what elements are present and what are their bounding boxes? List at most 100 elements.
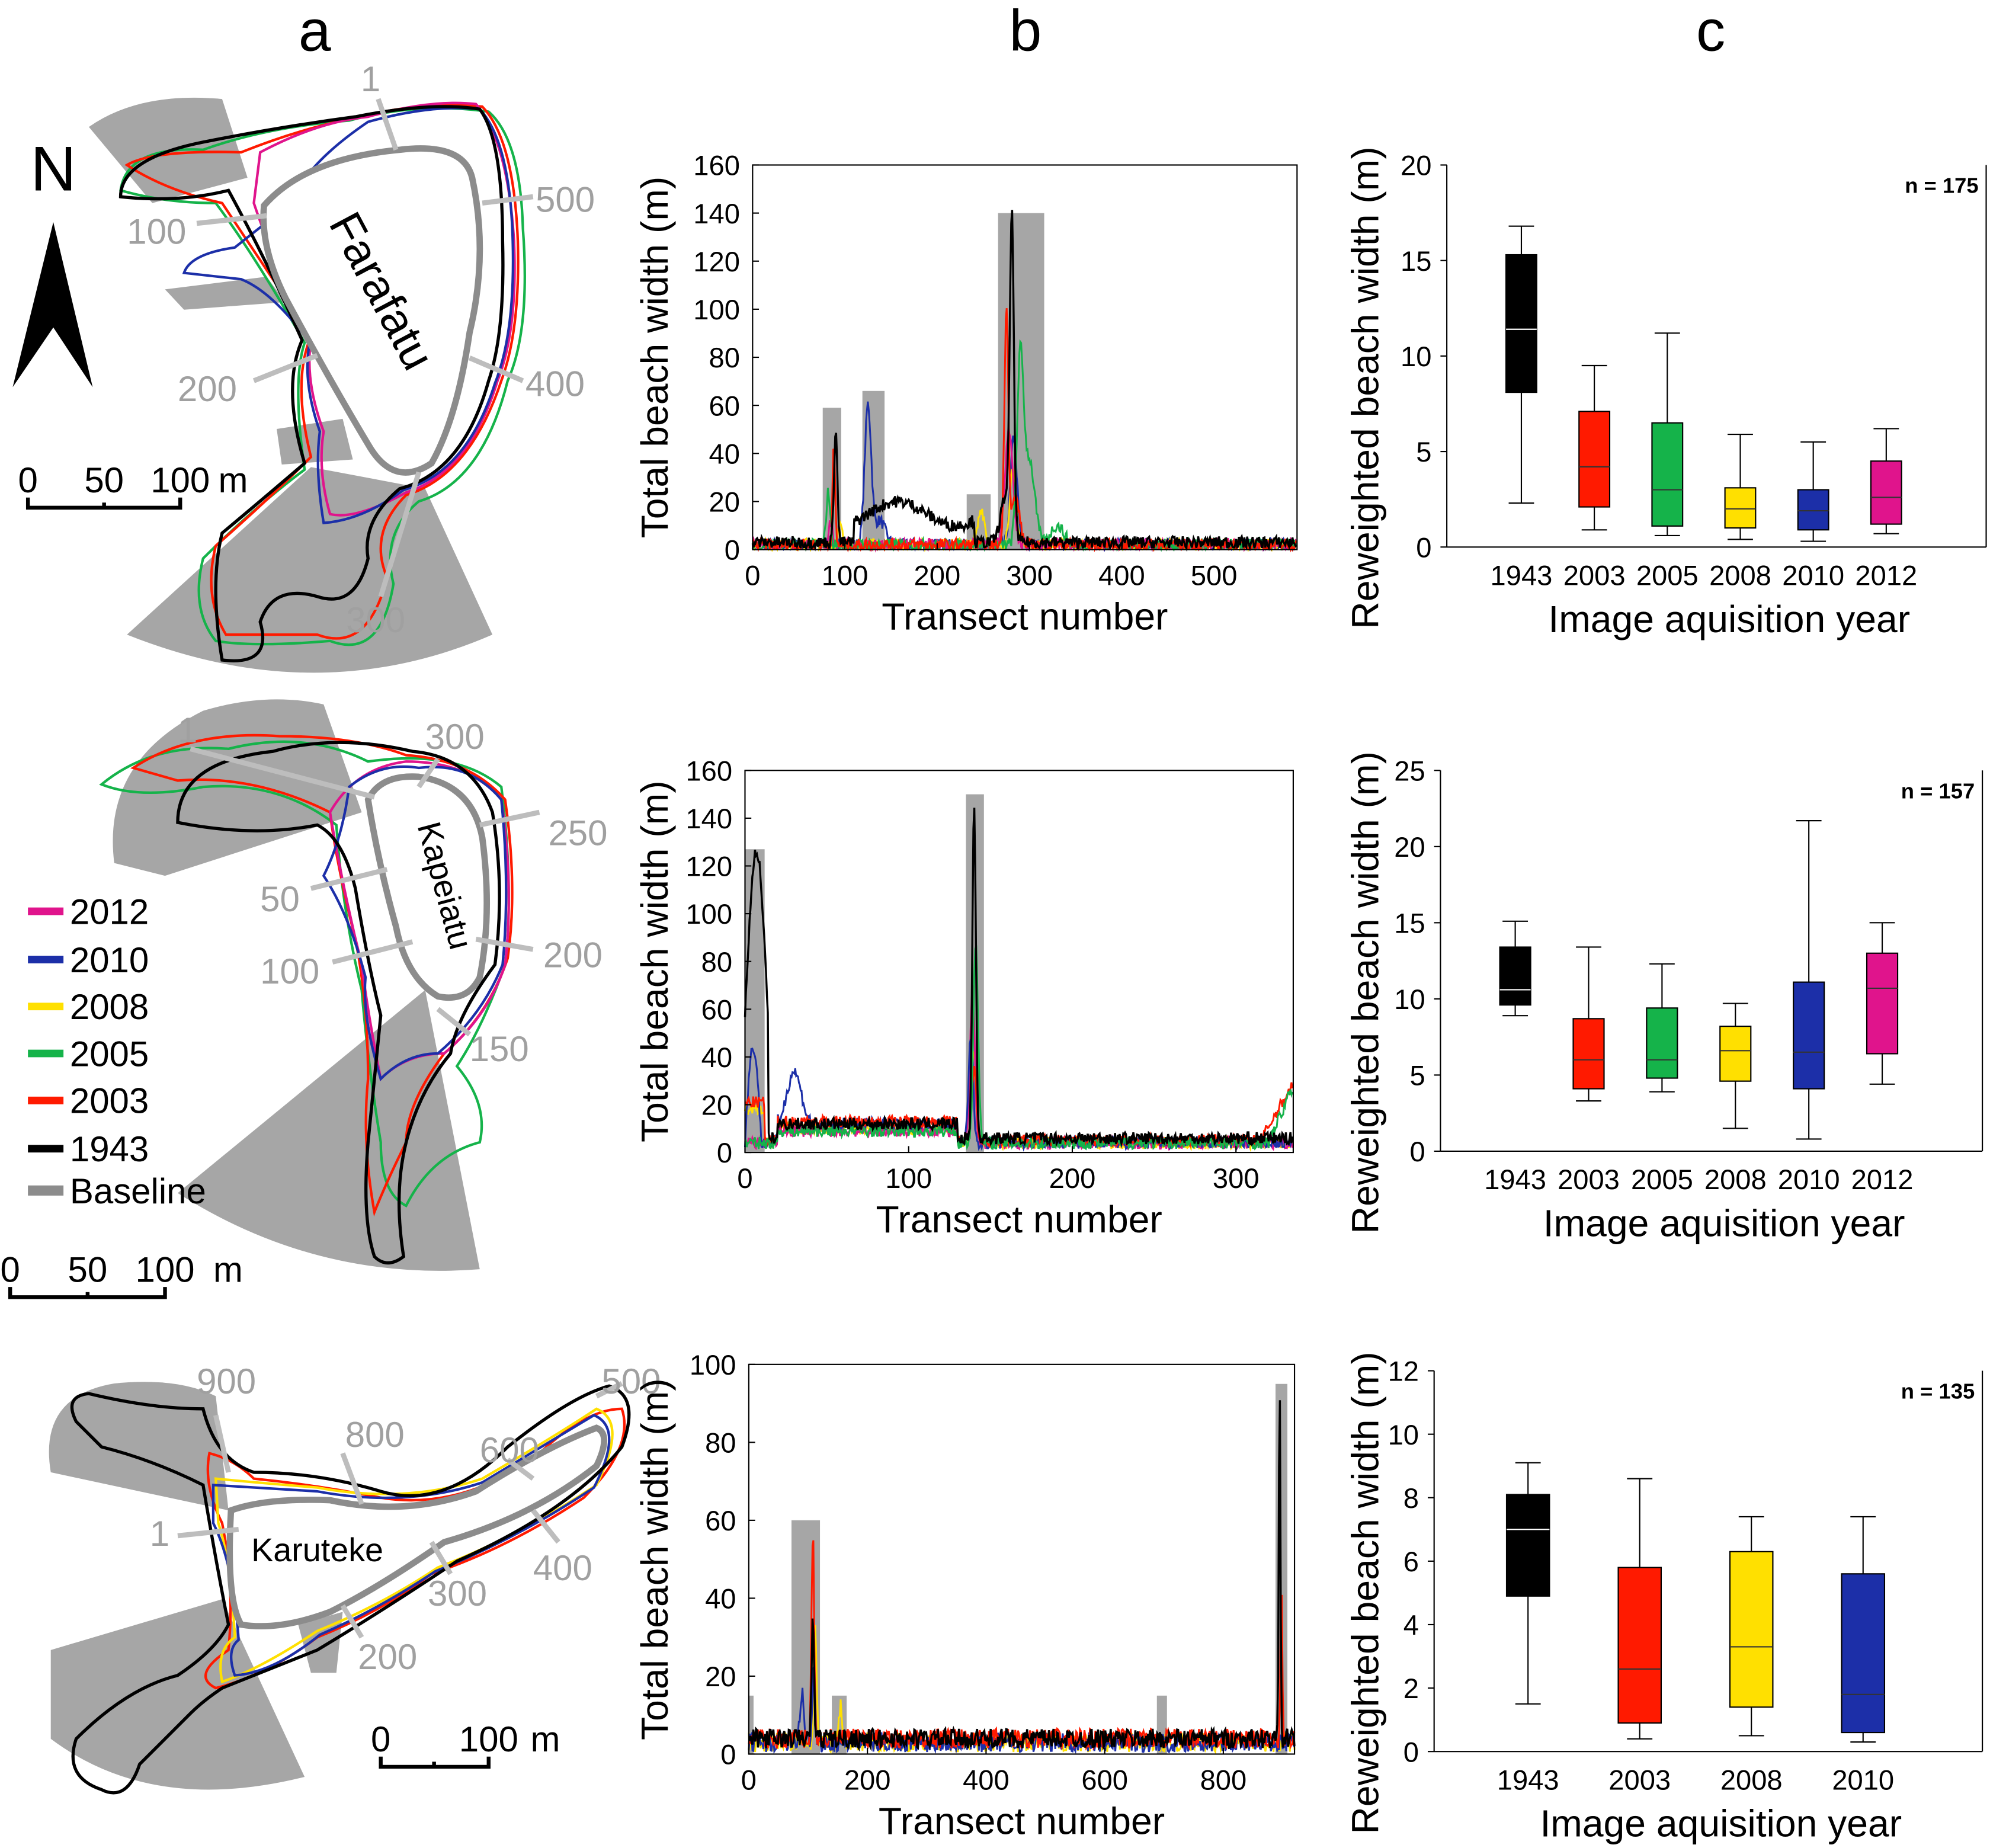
shoreline-1943 — [118, 105, 505, 662]
y-tick-label: 160 — [693, 150, 740, 181]
y-axis-label: Reweighted beach width (m) — [1344, 146, 1386, 629]
box-2003 — [1572, 1018, 1605, 1090]
chart-box-c3: 0 2 4 6 8 10 12 1943 2003 2008 2010 n = 135 Image aq… — [1344, 1351, 1983, 1845]
y-axis-label: Total beach width (m) — [633, 780, 676, 1142]
x-tick-label: 1943 — [1491, 560, 1553, 591]
transect-label: 500 — [601, 1362, 661, 1401]
island-label-karuteke: Karuteke — [251, 1532, 383, 1568]
transect-label: 1 — [361, 59, 380, 99]
box-2012 — [1866, 952, 1899, 1055]
y-tick-label: 140 — [693, 198, 740, 229]
y-tick-label: 120 — [685, 851, 732, 882]
svg-text:100: 100 — [150, 460, 210, 500]
transect-label: 150 — [470, 1029, 529, 1069]
transect-label: 100 — [260, 952, 319, 991]
transect-label: 200 — [178, 369, 237, 409]
box-1943 — [1499, 946, 1531, 1006]
y-tick-label: 0 — [1409, 1136, 1425, 1167]
sample-size-label: n = 135 — [1901, 1379, 1975, 1404]
y-tick-label: 0 — [1403, 1736, 1419, 1767]
scalebar-2: 0 50 100 m — [0, 1250, 243, 1299]
panel-letter-b: b — [1010, 0, 1042, 63]
transect-label: 600 — [480, 1430, 539, 1470]
y-tick-label: 20 — [709, 486, 740, 518]
x-tick-label: 300 — [1006, 560, 1053, 591]
series-line-2012 — [744, 985, 1293, 1152]
box-2010 — [1793, 981, 1825, 1090]
legend-label: 2008 — [70, 987, 149, 1027]
y-tick-label: 6 — [1403, 1546, 1419, 1577]
x-tick-label: 300 — [1213, 1162, 1260, 1194]
box-2005 — [1646, 1007, 1678, 1079]
x-tick-label: 0 — [741, 1764, 757, 1795]
y-tick-label: 60 — [709, 390, 740, 421]
x-tick-label: 1943 — [1497, 1764, 1559, 1795]
transect-label: 800 — [345, 1415, 405, 1455]
transect-markers — [190, 746, 540, 1037]
y-tick-label: 100 — [685, 898, 732, 930]
svg-text:50: 50 — [84, 460, 124, 500]
y-tick-label: 2 — [1403, 1673, 1419, 1704]
box-2010 — [1797, 489, 1829, 531]
scalebar-3: 0 100 m — [371, 1719, 560, 1769]
chart-line-b3: 0 200 400 600 800 0 20 40 60 80 100 Transect number… — [633, 1349, 1296, 1842]
transect-label: 50 — [260, 879, 300, 919]
north-arrow-icon — [12, 222, 93, 387]
legend-label: Baseline — [70, 1171, 206, 1211]
svg-text:100: 100 — [459, 1719, 518, 1759]
x-tick-label: 2012 — [1855, 560, 1917, 591]
svg-text:m: m — [218, 460, 248, 500]
y-tick-label: 40 — [701, 1042, 732, 1073]
box-2008 — [1724, 487, 1757, 529]
x-tick-label: 2008 — [1704, 1164, 1767, 1195]
y-tick-label: 20 — [705, 1661, 736, 1692]
chart-line-b2: 0 100 200 300 0 20 40 60 80 100 120 140 160 Transect … — [633, 755, 1294, 1241]
transect-label: 250 — [548, 813, 607, 853]
shaded-sector — [50, 1599, 305, 1790]
y-tick-label: 8 — [1403, 1482, 1419, 1514]
transect-label: 1 — [150, 1514, 169, 1554]
y-tick-label: 5 — [1416, 436, 1431, 467]
box-1943 — [1505, 1494, 1550, 1597]
chart-box-c2: 0 5 10 15 20 25 1943 2003 2005 2008 2010 2012 n = 15… — [1344, 751, 1983, 1244]
x-tick-label: 2003 — [1608, 1764, 1671, 1795]
x-tick-label: 1943 — [1484, 1164, 1546, 1195]
shaded-sector — [277, 418, 353, 465]
x-tick-label: 100 — [885, 1162, 932, 1194]
shoreline-1943 — [176, 741, 501, 1265]
y-tick-label: 40 — [709, 438, 740, 469]
legend: 2012 2010 2008 2005 2003 1943 Baseline — [28, 892, 206, 1211]
shaded-sector — [165, 276, 286, 310]
transect-label: 300 — [425, 717, 485, 757]
svg-text:50: 50 — [68, 1250, 107, 1290]
x-tick-label: 600 — [1081, 1764, 1128, 1795]
y-tick-label: 60 — [705, 1505, 736, 1536]
x-tick-label: 800 — [1200, 1764, 1247, 1795]
svg-text:100: 100 — [135, 1250, 194, 1290]
x-tick-label: 500 — [1191, 560, 1238, 591]
y-axis-label: Total beach width (m) — [633, 177, 676, 539]
series-line-1943 — [744, 808, 1294, 1148]
y-tick-label: 80 — [705, 1427, 736, 1459]
svg-text:0: 0 — [18, 460, 37, 500]
box-2003 — [1578, 411, 1611, 508]
transect-label: 300 — [346, 600, 405, 640]
x-tick-label: 2012 — [1851, 1164, 1914, 1195]
y-tick-label: 160 — [685, 755, 732, 786]
box-2008 — [1719, 1026, 1752, 1082]
y-tick-label: 120 — [693, 246, 740, 277]
legend-label: 2012 — [70, 892, 149, 932]
transect-label: 500 — [536, 180, 595, 220]
map-karuteke: Karuteke 1 200 300 400 500 600 800 900 0… — [49, 1362, 661, 1795]
x-tick-label: 0 — [737, 1162, 752, 1194]
transect-label: 200 — [358, 1637, 417, 1677]
series-line-2010 — [748, 1666, 1296, 1754]
y-tick-label: 20 — [1394, 831, 1425, 863]
shoreline-2010 — [322, 765, 508, 1081]
y-tick-label: 40 — [705, 1583, 736, 1615]
box-2005 — [1651, 422, 1684, 527]
y-tick-label: 4 — [1403, 1609, 1419, 1641]
shaded-sector — [49, 1382, 229, 1511]
y-tick-label: 100 — [690, 1349, 736, 1381]
